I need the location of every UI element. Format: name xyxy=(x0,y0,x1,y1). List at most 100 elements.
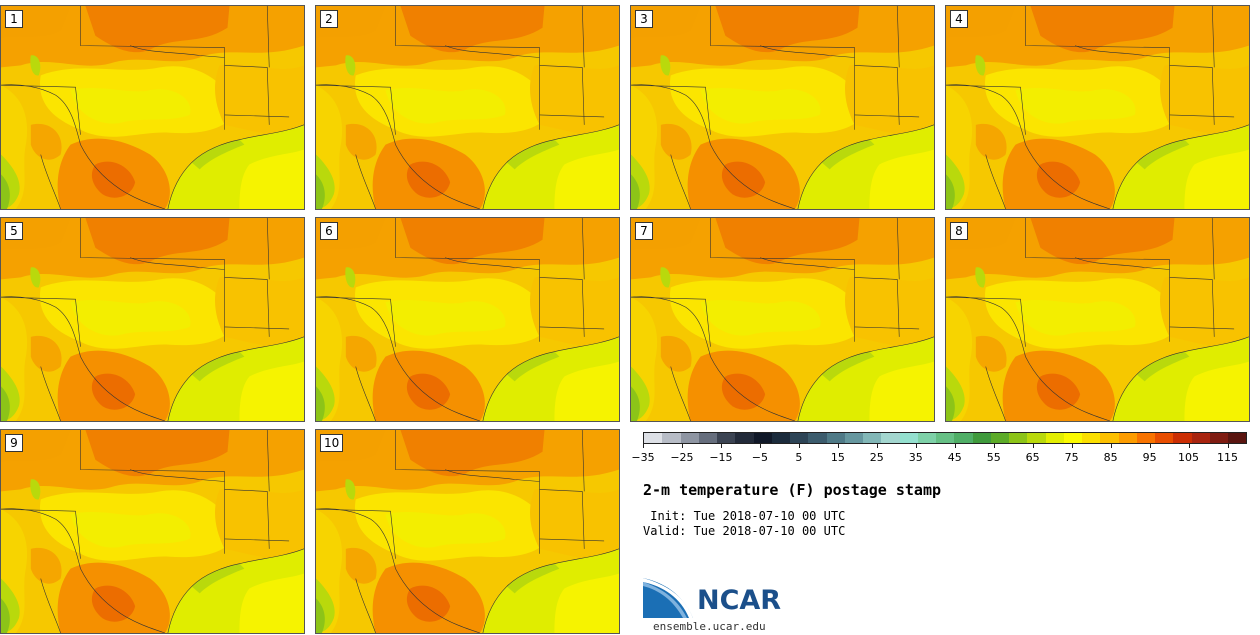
colorbar-tick-label: 65 xyxy=(1025,451,1040,464)
member-number-label: 10 xyxy=(320,434,344,452)
colorbar-tick-label: 85 xyxy=(1103,451,1118,464)
map-panel-6: 6 xyxy=(315,217,620,422)
member-number-label: 1 xyxy=(5,10,23,28)
colorbar-tick xyxy=(993,444,995,448)
colorbar-ticks: −35 −25 −15 −5 5 15 25 35 45 55 65 75 85 95 105 115 xyxy=(631,444,1247,466)
page-title: 2-m temperature (F) postage stamp xyxy=(643,481,942,499)
member-number-label: 4 xyxy=(950,10,968,28)
colorbar-segment xyxy=(644,433,663,443)
map-panel-7: 7 xyxy=(630,217,935,422)
map-panel-4: 4 xyxy=(945,5,1250,210)
ncar-wordmark: NCAR xyxy=(697,585,782,616)
init-time: Init: Tue 2018-07-10 00 UTC xyxy=(643,509,846,523)
colorbar-segment xyxy=(917,433,936,443)
colorbar-tick xyxy=(915,444,917,448)
colorbar-segment xyxy=(698,433,717,443)
colorbar-tick xyxy=(837,444,839,448)
temperature-field xyxy=(1,430,304,633)
colorbar-segment xyxy=(662,433,681,443)
colorbar-tick-label: 105 xyxy=(1178,451,1200,464)
temperature-field xyxy=(1,6,304,209)
colorbar-segment xyxy=(1173,433,1192,443)
colorbar-tick-label: 25 xyxy=(869,451,884,464)
colorbar-tick xyxy=(1071,444,1073,448)
colorbar-tick-label: −25 xyxy=(670,451,694,464)
colorbar-segment xyxy=(1155,433,1174,443)
colorbar-tick xyxy=(1227,444,1229,448)
colorbar-tick-label: 95 xyxy=(1142,451,1157,464)
colorbar-segment xyxy=(1009,433,1028,443)
colorbar-segment xyxy=(972,433,991,443)
map-panel-10: 10 xyxy=(315,429,620,634)
colorbar-tick-label: −5 xyxy=(751,451,768,464)
colorbar-tick xyxy=(798,444,800,448)
colorbar-tick-label: −15 xyxy=(709,451,733,464)
colorbar-segment xyxy=(717,433,736,443)
colorbar-segment xyxy=(844,433,863,443)
colorbar-segment xyxy=(954,433,973,443)
colorbar-tick xyxy=(1149,444,1151,448)
colorbar-segment xyxy=(863,433,882,443)
colorbar-tick xyxy=(720,444,722,448)
temperature-field xyxy=(946,218,1249,421)
colorbar-segment xyxy=(881,433,900,443)
temperature-field xyxy=(631,218,934,421)
ncar-logo-icon xyxy=(643,578,693,618)
colorbar-tick xyxy=(876,444,878,448)
colorbar-tick-label: 115 xyxy=(1217,451,1239,464)
colorbar-tick xyxy=(1188,444,1190,448)
colorbar-tick-label: 5 xyxy=(795,451,803,464)
colorbar-tick xyxy=(1032,444,1034,448)
colorbar-segment xyxy=(990,433,1009,443)
colorbar-tick xyxy=(1110,444,1112,448)
colorbar-segment xyxy=(936,433,955,443)
colorbar-tick xyxy=(954,444,956,448)
member-number-label: 3 xyxy=(635,10,653,28)
temperature-field xyxy=(1,218,304,421)
colorbar-segment xyxy=(1100,433,1119,443)
map-panel-5: 5 xyxy=(0,217,305,422)
colorbar-tick xyxy=(643,444,644,448)
colorbar-tick-label: 35 xyxy=(908,451,923,464)
colorbar-segment xyxy=(790,433,809,443)
colorbar-tick-label: 45 xyxy=(947,451,962,464)
colorbar-tick xyxy=(681,444,683,448)
member-number-label: 2 xyxy=(320,10,338,28)
colorbar-tick-label: 55 xyxy=(986,451,1001,464)
colorbar-segment xyxy=(680,433,699,443)
map-panel-9: 9 xyxy=(0,429,305,634)
temperature-field xyxy=(316,6,619,209)
colorbar-segment xyxy=(1045,433,1064,443)
colorbar-segment xyxy=(808,433,827,443)
colorbar-tick-label: 15 xyxy=(830,451,845,464)
temperature-field xyxy=(316,218,619,421)
colorbar-segment xyxy=(1191,433,1210,443)
colorbar-segment xyxy=(735,433,754,443)
colorbar-tick-label: −35 xyxy=(631,451,655,464)
member-number-label: 5 xyxy=(5,222,23,240)
colorbar-segment xyxy=(771,433,790,443)
colorbar-segment xyxy=(1063,433,1082,443)
colorbar-tick-label: 75 xyxy=(1064,451,1079,464)
colorbar-segment xyxy=(1118,433,1137,443)
colorbar-segment xyxy=(1228,433,1247,443)
temperature-field xyxy=(316,430,619,633)
colorbar-segment xyxy=(1027,433,1046,443)
colorbar-segment xyxy=(753,433,772,443)
member-number-label: 8 xyxy=(950,222,968,240)
map-panel-3: 3 xyxy=(630,5,935,210)
temperature-field xyxy=(946,6,1249,209)
temperature-field xyxy=(631,6,934,209)
member-number-label: 6 xyxy=(320,222,338,240)
member-number-label: 9 xyxy=(5,434,23,452)
colorbar xyxy=(643,432,1247,444)
map-panel-2: 2 xyxy=(315,5,620,210)
colorbar-segment xyxy=(1082,433,1101,443)
colorbar-segment xyxy=(1209,433,1228,443)
member-number-label: 7 xyxy=(635,222,653,240)
map-panel-1: 1 xyxy=(0,5,305,210)
map-panel-8: 8 xyxy=(945,217,1250,422)
colorbar-segment xyxy=(1136,433,1155,443)
colorbar-segment xyxy=(899,433,918,443)
colorbar-tick xyxy=(759,444,761,448)
